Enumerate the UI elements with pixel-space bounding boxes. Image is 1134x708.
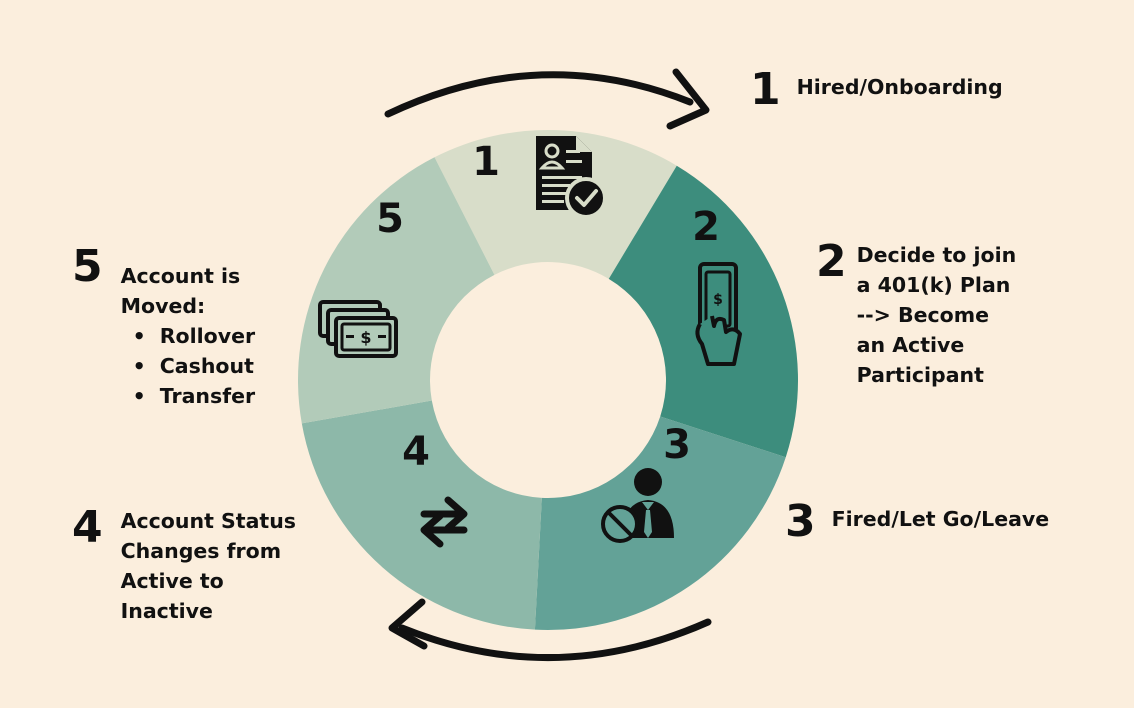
bullet-list: Rollover Cashout Transfer [121,321,256,411]
step-number: 5 [72,241,103,292]
step-text-line: Inactive [120,599,213,623]
ring-segment-2 [608,165,798,458]
segment-number-1: 1 [472,139,500,185]
svg-text:$: $ [713,292,723,308]
step-text-line: Participant [856,363,984,387]
clockwise-arrow-top [384,71,694,118]
step-2-label: 2 Decide to join a 401(k) Plan --> Becom… [816,240,1016,390]
step-text-line: Moved: [120,294,206,318]
step-text-line: an Active [856,333,965,357]
step-text-line: a 401(k) Plan [856,273,1011,297]
segment-number-5: 5 [376,196,404,242]
step-3-label: 3 Fired/Let Go/Leave [785,500,1049,544]
step-text-line: Account Status [120,509,296,533]
step-number: 4 [72,502,103,553]
step-number: 3 [785,496,816,547]
bullet-item: Rollover [133,321,256,351]
hand-money-icon: $ [695,262,742,366]
step-4-label: 4 Account Status Changes from Active to … [72,506,296,626]
step-number: 2 [816,236,847,287]
step-5-label: 5 Account is Moved: Rollover Cashout Tra… [72,245,255,411]
segment-number-2: 2 [692,204,720,250]
step-text-line: Hired/Onboarding [796,75,1003,99]
fired-person-icon [601,468,674,543]
step-text-line: Decide to join [856,243,1017,267]
step-text-line: Account is [120,264,241,288]
svg-text:$: $ [360,328,371,347]
arrowhead-bottom [388,598,428,650]
bullet-item: Cashout [133,351,256,381]
cycle-arrows [384,68,712,661]
segment-number-4: 4 [402,429,430,475]
step-text-line: Changes from [120,539,282,563]
step-1-label: 1 Hired/Onboarding [750,68,1003,112]
step-text-line: Active to [120,569,224,593]
cash-stack-icon: $ [318,300,398,358]
clockwise-arrow-bottom [398,618,712,661]
swap-arrows-icon [420,496,468,548]
segment-number-3: 3 [663,422,691,468]
bullet-item: Transfer [133,381,255,411]
step-text-line: --> Become [856,303,989,327]
step-number: 1 [750,64,781,115]
arrowhead-top [666,68,710,130]
step-text-line: Fired/Let Go/Leave [831,507,1050,531]
document-check-icon [536,136,607,219]
